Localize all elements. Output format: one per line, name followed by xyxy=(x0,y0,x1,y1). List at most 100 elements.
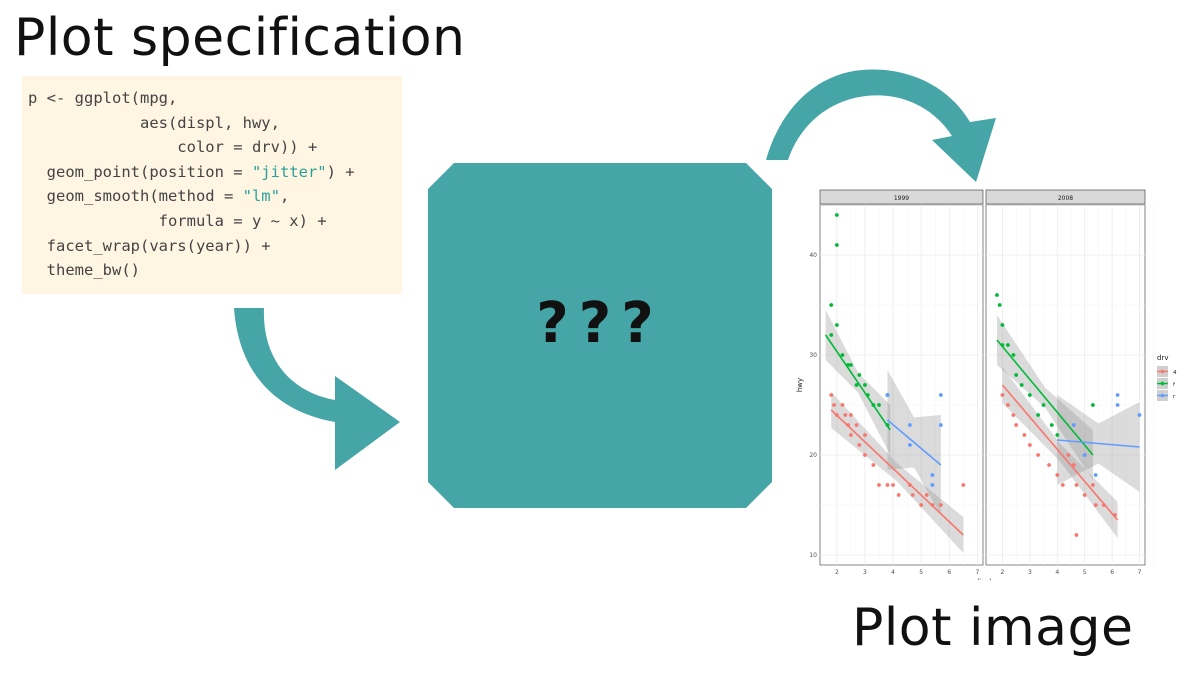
y-tick-label: 40 xyxy=(809,252,817,259)
data-point xyxy=(938,503,943,507)
data-point xyxy=(1027,443,1032,447)
data-point xyxy=(896,493,901,497)
data-point xyxy=(857,373,862,377)
code-line: theme_bw() xyxy=(28,261,140,279)
data-point xyxy=(857,443,862,447)
data-point xyxy=(891,483,895,487)
data-point xyxy=(877,483,881,487)
data-point xyxy=(1115,403,1120,407)
data-point xyxy=(843,413,848,417)
legend-label: f xyxy=(1173,382,1176,388)
code-token: geom_smooth(method = xyxy=(28,187,243,206)
data-point xyxy=(1000,323,1005,327)
facet-strip-label: 1999 xyxy=(894,195,909,202)
code-line: formula = y ~ x) + xyxy=(28,212,327,230)
fit-line xyxy=(824,334,891,431)
x-tick-label: 5 xyxy=(1083,569,1087,576)
data-point xyxy=(849,363,853,367)
data-point xyxy=(1055,473,1060,477)
data-point xyxy=(849,433,853,437)
legend-label: r xyxy=(1173,394,1176,400)
code-line: p <- ggplot(mpg, xyxy=(28,89,177,107)
x-tick-label: 4 xyxy=(1055,569,1059,576)
legend-key-point xyxy=(1160,381,1165,386)
data-point xyxy=(877,403,881,407)
arrow-to-plot-image-icon xyxy=(766,69,996,182)
data-point xyxy=(1091,483,1095,487)
facet-panel xyxy=(819,204,984,566)
data-point xyxy=(910,493,915,497)
code-token: aes(displ, hwy, xyxy=(28,113,280,132)
data-point xyxy=(930,483,935,487)
facet-strip xyxy=(819,189,984,205)
data-point xyxy=(995,293,999,297)
data-point xyxy=(919,503,924,507)
data-point xyxy=(1014,423,1019,427)
data-point xyxy=(997,303,1002,307)
fit-line xyxy=(830,409,964,536)
fit-line xyxy=(1057,439,1140,448)
x-tick-label: 3 xyxy=(1028,569,1032,576)
data-point xyxy=(871,463,876,467)
data-point xyxy=(1049,423,1054,427)
data-point xyxy=(1022,433,1027,437)
data-point xyxy=(1014,373,1019,377)
fit-line xyxy=(1001,384,1119,521)
data-point xyxy=(1011,413,1016,417)
data-point xyxy=(863,383,867,387)
y-axis-label: hwy xyxy=(796,378,804,392)
data-point xyxy=(840,353,845,357)
x-tick-label: 5 xyxy=(919,569,923,576)
code-token: p <- ggplot(mpg, xyxy=(28,89,178,107)
y-tick-label: 10 xyxy=(809,552,817,559)
plot-image-title: Plot image xyxy=(852,598,1134,658)
x-tick-label: 6 xyxy=(1110,569,1114,576)
code-token: formula = y ~ x) + xyxy=(28,211,327,230)
data-point xyxy=(840,403,845,407)
data-point xyxy=(908,423,912,427)
data-point xyxy=(1041,403,1046,407)
black-box: ??? xyxy=(428,163,772,508)
data-point xyxy=(834,243,839,247)
data-point xyxy=(863,453,867,457)
fit-line xyxy=(886,419,942,466)
data-point xyxy=(885,393,890,397)
plot-image: 1999 2 3 4 5 6 7 2008 2 3 4 5 6 7 10 20 30 40 displ hwy drv 4… xyxy=(796,189,1177,580)
data-point xyxy=(863,433,867,437)
data-point xyxy=(832,403,836,407)
data-point xyxy=(1093,503,1098,507)
data-point xyxy=(1036,453,1040,457)
x-tick-label: 6 xyxy=(947,569,951,576)
data-point xyxy=(829,393,834,397)
data-point xyxy=(1091,403,1095,407)
data-point xyxy=(1071,423,1076,427)
legend-title: drv xyxy=(1157,354,1168,362)
data-point xyxy=(938,393,943,397)
legend-key-point xyxy=(1160,369,1165,374)
data-point xyxy=(1115,393,1120,397)
data-point xyxy=(1082,493,1087,497)
data-point xyxy=(1006,343,1010,347)
data-point xyxy=(849,413,853,417)
code-line: geom_smooth(method = "lm", xyxy=(28,187,290,206)
data-point xyxy=(1011,353,1016,357)
fit-line xyxy=(996,339,1094,456)
data-point xyxy=(908,443,912,447)
data-point xyxy=(829,303,834,307)
data-point xyxy=(1071,463,1076,467)
data-point xyxy=(1047,463,1051,467)
x-tick-label: 3 xyxy=(863,569,867,576)
x-tick-label: 7 xyxy=(1138,569,1142,576)
x-tick-label: 7 xyxy=(975,569,979,576)
data-point xyxy=(834,213,839,217)
facet-strip xyxy=(985,189,1146,205)
y-tick-label: 30 xyxy=(809,352,817,359)
data-point xyxy=(938,423,943,427)
code-line: color = drv)) + xyxy=(28,138,317,156)
code-line: aes(displ, hwy, xyxy=(28,114,280,132)
code-string: "lm" xyxy=(242,187,280,206)
x-tick-label: 2 xyxy=(1001,569,1005,576)
data-point xyxy=(1036,413,1040,417)
x-axis-label: displ xyxy=(975,578,991,580)
code-token: theme_bw() xyxy=(28,261,140,280)
